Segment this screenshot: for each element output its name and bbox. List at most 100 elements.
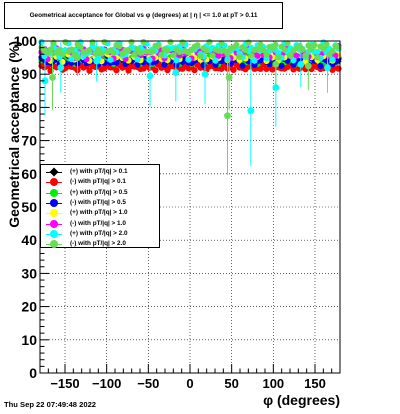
chart-title: Geometrical acceptance for Global vs φ (… — [29, 12, 258, 19]
data-point — [137, 49, 144, 56]
chart-title-box: Geometrical acceptance for Global vs φ (… — [4, 2, 283, 29]
legend-entry: (-) with pT/|q| > 0.5 — [41, 198, 159, 208]
data-point — [125, 67, 132, 74]
data-point — [149, 48, 156, 55]
axes: −150 −100 −50 0 50 100 150 0 10 20 30 40 50 60 70 80 90 1… — [14, 33, 341, 391]
data-point — [101, 38, 108, 46]
data-point — [257, 65, 264, 72]
data-point — [161, 61, 168, 68]
data-point — [314, 48, 321, 55]
data-point — [194, 42, 201, 49]
series-7 — [38, 38, 342, 175]
data-point — [57, 64, 65, 71]
data-point — [140, 38, 147, 46]
data-point — [86, 67, 93, 74]
data-point — [158, 51, 165, 58]
data-point — [38, 38, 45, 46]
y-tick-label: 90 — [21, 66, 37, 82]
data-point — [247, 107, 255, 115]
grid-lines — [40, 40, 340, 374]
data-point — [92, 50, 99, 57]
y-tick-label: 100 — [14, 33, 38, 49]
data-point — [170, 52, 177, 59]
data-point — [201, 70, 209, 78]
legend-entry: (+) with pT/|q| > 0.5 — [41, 188, 159, 198]
legend-marker — [50, 178, 58, 187]
data-point — [218, 65, 225, 72]
data-point — [248, 52, 255, 59]
legend-label: (+) with pT/|q| > 1.0 — [70, 209, 128, 217]
x-tick-label: −50 — [137, 376, 159, 391]
x-tick-label: 100 — [262, 376, 284, 391]
y-tick-label: 20 — [21, 299, 37, 315]
data-point — [230, 66, 237, 74]
legend-entry: (-) with pT/|q| > 2.0 — [41, 239, 159, 249]
data-point — [239, 62, 246, 69]
data-point — [185, 56, 192, 63]
data-point — [269, 66, 276, 73]
data-point — [272, 60, 280, 68]
data-point — [335, 65, 342, 72]
data-point — [242, 47, 249, 54]
data-point — [155, 42, 162, 49]
legend-label: (-) with pT/|q| > 0.1 — [70, 178, 126, 186]
data-point — [74, 54, 81, 61]
data-point — [275, 49, 282, 56]
data-point — [152, 67, 159, 74]
data-point — [335, 44, 342, 51]
legend-marker — [50, 198, 58, 207]
y-tick-label: 10 — [21, 332, 37, 348]
footer-date: Thu Sep 22 07:49:48 2022 — [4, 400, 97, 409]
legend-entry: (-) with pT/|q| > 0.1 — [41, 177, 159, 187]
x-axis-label: φ (degrees) — [263, 392, 340, 408]
data-point — [203, 47, 210, 54]
x-tick-label: −100 — [92, 376, 121, 391]
data-point — [304, 62, 312, 70]
data-point — [311, 41, 318, 49]
data-point — [233, 41, 240, 49]
y-tick-label: 40 — [21, 232, 37, 248]
data-point — [62, 38, 69, 46]
x-tick-label: 150 — [304, 376, 326, 391]
legend-marker — [50, 229, 58, 238]
data-point — [224, 112, 231, 120]
legend-marker — [50, 240, 58, 249]
legend-entry: (+) with pT/|q| > 2.0 — [41, 229, 159, 239]
legend-label: (-) with pT/|q| > 0.5 — [70, 198, 126, 206]
legend-entry: (+) with pT/|q| > 1.0 — [41, 208, 159, 218]
data-point — [278, 62, 285, 69]
data-point — [290, 57, 297, 64]
data-point — [172, 69, 180, 76]
legend-label: (+) with pT/|q| > 0.5 — [70, 188, 128, 196]
legend: (+) with pT/|q| > 0.1 (-) with pT/|q| > 0… — [40, 164, 160, 249]
data-point — [212, 57, 219, 64]
data-point — [206, 38, 213, 46]
data-point — [323, 41, 330, 48]
data-point — [107, 56, 114, 63]
data-point — [110, 50, 117, 57]
data-point — [113, 67, 120, 74]
data-point — [59, 50, 66, 58]
legend-entry: (+) with pT/|q| > 0.1 — [41, 167, 159, 177]
data-point — [272, 84, 280, 91]
data-point — [167, 38, 174, 46]
data-point — [324, 64, 331, 71]
x-tick-label: 0 — [186, 376, 193, 391]
y-tick-label: 30 — [21, 265, 37, 281]
data-point — [191, 67, 198, 74]
legend-label: (-) with pT/|q| > 1.0 — [70, 219, 126, 227]
y-tick-label: 0 — [29, 365, 37, 381]
data-point — [260, 47, 267, 54]
data-point — [125, 47, 132, 54]
legend-marker — [50, 219, 58, 228]
data-point — [89, 39, 96, 46]
legend-marker — [50, 209, 58, 218]
data-point — [131, 51, 138, 58]
data-point — [98, 50, 105, 57]
data-point — [56, 46, 63, 53]
data-point — [314, 54, 321, 61]
data-point — [68, 46, 75, 53]
legend-label: (-) with pT/|q| > 2.0 — [70, 240, 126, 248]
data-point — [200, 62, 207, 69]
